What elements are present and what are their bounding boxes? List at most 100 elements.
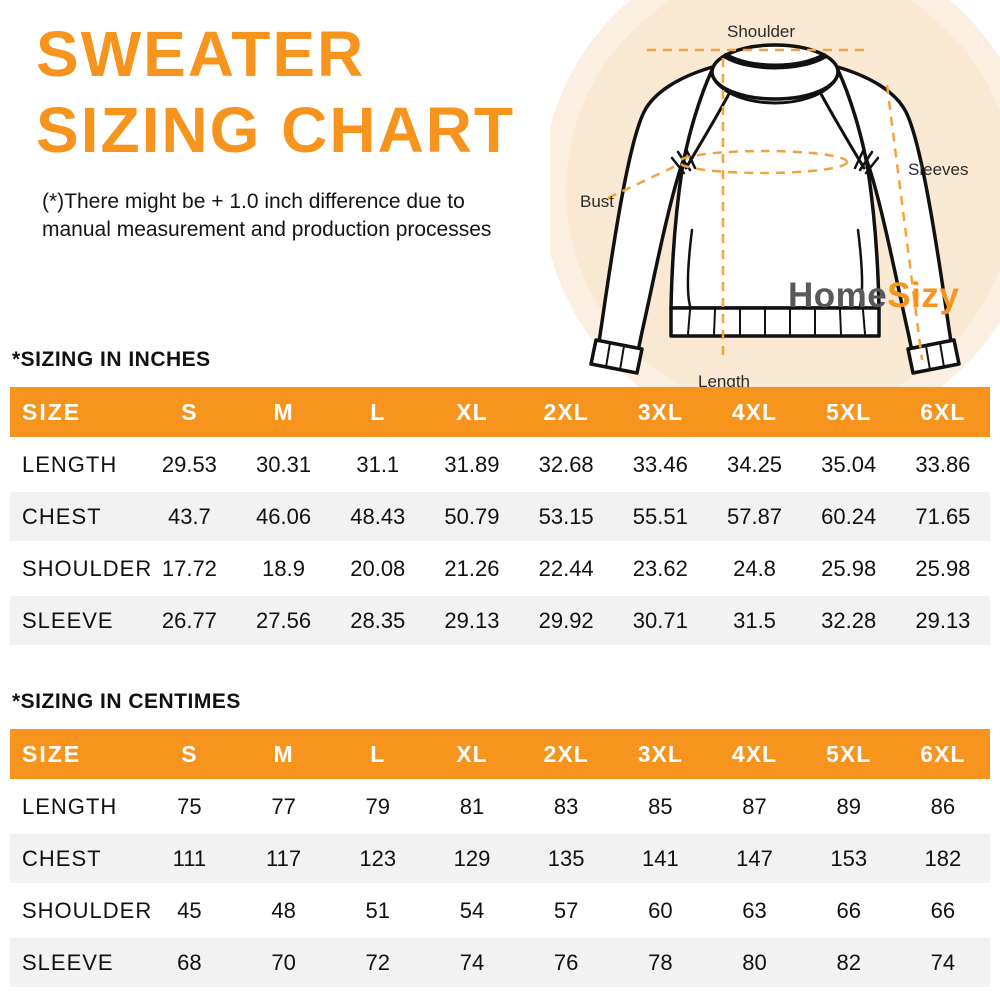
measurement-note: (*)There might be + 1.0 inch difference … — [42, 188, 491, 244]
logo-part-home: Home — [788, 276, 888, 315]
bust-pointer-line — [607, 162, 681, 200]
table-row: CHEST 43.7 46.06 48.43 50.79 53.15 55.51… — [10, 492, 990, 541]
size-value: 51 — [330, 886, 425, 935]
size-value: 111 — [142, 834, 237, 883]
size-value: 30.71 — [613, 596, 708, 645]
shoulder-label: Shoulder — [727, 22, 796, 41]
sizing-centimes-section: *SIZING IN CENTIMES SIZE S M L XL 2XL 3X… — [10, 690, 990, 990]
size-value: 83 — [519, 782, 614, 831]
sweater-diagram: Shoulder Sleeves Bust Length HomeSizy — [550, 0, 1000, 395]
size-value: 33.86 — [895, 440, 990, 489]
column-header: XL — [424, 729, 520, 779]
size-value: 72 — [330, 938, 425, 987]
size-value: 45 — [142, 886, 237, 935]
size-value: 74 — [895, 938, 990, 987]
size-value: 30.31 — [236, 440, 331, 489]
centimes-table: SIZE S M L XL 2XL 3XL 4XL 5XL 6XL LENGTH… — [10, 726, 990, 990]
size-value: 28.35 — [330, 596, 425, 645]
size-value: 82 — [801, 938, 896, 987]
size-value: 43.7 — [142, 492, 237, 541]
row-label: SLEEVE — [10, 938, 143, 987]
size-value: 68 — [142, 938, 237, 987]
size-value: 35.04 — [801, 440, 896, 489]
size-value: 26.77 — [142, 596, 237, 645]
sleeves-measure-line — [885, 84, 924, 361]
size-value: 33.46 — [613, 440, 708, 489]
title-line-1: SWEATER — [36, 18, 366, 90]
size-value: 66 — [895, 886, 990, 935]
section-title-inches: *SIZING IN INCHES — [12, 348, 211, 371]
size-value: 48.43 — [330, 492, 425, 541]
size-value: 29.92 — [519, 596, 614, 645]
sweater-illustration — [550, 0, 1000, 395]
row-label: LENGTH — [10, 782, 143, 831]
column-header: M — [236, 729, 331, 779]
table-row: SLEEVE 68 70 72 74 76 78 80 82 74 — [10, 938, 990, 987]
size-value: 87 — [707, 782, 802, 831]
size-value: 54 — [424, 886, 520, 935]
table-header-row: SIZE S M L XL 2XL 3XL 4XL 5XL 6XL — [10, 387, 990, 437]
column-header: 3XL — [613, 387, 708, 437]
row-label: SLEEVE — [10, 596, 143, 645]
size-value: 32.28 — [801, 596, 896, 645]
size-value: 24.8 — [707, 544, 802, 593]
sizing-inches-section: *SIZING IN INCHES SIZE S M L XL 2XL 3XL … — [10, 348, 990, 648]
column-header: 5XL — [801, 387, 896, 437]
size-value: 85 — [613, 782, 708, 831]
size-value: 34.25 — [707, 440, 802, 489]
length-label: Length — [698, 372, 750, 391]
section-title-centimes: *SIZING IN CENTIMES — [12, 690, 241, 713]
size-value: 20.08 — [330, 544, 425, 593]
size-value: 60 — [613, 886, 708, 935]
size-value: 141 — [613, 834, 708, 883]
size-value: 117 — [236, 834, 331, 883]
size-value: 80 — [707, 938, 802, 987]
size-value: 57.87 — [707, 492, 802, 541]
title-line-2: SIZING CHART — [36, 94, 516, 166]
size-value: 81 — [424, 782, 520, 831]
bust-label: Bust — [580, 192, 615, 211]
column-header: L — [330, 729, 425, 779]
size-value: 74 — [424, 938, 520, 987]
column-header: 3XL — [613, 729, 708, 779]
row-label: CHEST — [10, 492, 143, 541]
size-value: 31.1 — [330, 440, 425, 489]
column-header: M — [236, 387, 331, 437]
size-value: 18.9 — [236, 544, 331, 593]
sleeves-label: Sleeves — [908, 160, 969, 179]
size-value: 79 — [330, 782, 425, 831]
size-value: 66 — [801, 886, 896, 935]
note-line-2: manual measurement and production proces… — [42, 218, 492, 241]
column-header: 2XL — [519, 387, 614, 437]
size-value: 76 — [519, 938, 614, 987]
homesizy-logo: HomeSizy — [788, 276, 959, 316]
table-row: SHOULDER 17.72 18.9 20.08 21.26 22.44 23… — [10, 544, 990, 593]
column-header: 4XL — [707, 729, 802, 779]
size-value: 46.06 — [236, 492, 331, 541]
size-value: 71.65 — [895, 492, 990, 541]
size-value: 60.24 — [801, 492, 896, 541]
size-value: 32.68 — [519, 440, 614, 489]
size-value: 55.51 — [613, 492, 708, 541]
row-label: SHOULDER — [10, 544, 151, 593]
table-row: LENGTH 29.53 30.31 31.1 31.89 32.68 33.4… — [10, 440, 990, 489]
column-header: 5XL — [801, 729, 896, 779]
column-header: 4XL — [707, 387, 802, 437]
logo-part-sizy: Sizy — [887, 276, 960, 315]
table-row: LENGTH 75 77 79 81 83 85 87 89 86 — [10, 782, 990, 831]
note-line-1: (*)There might be + 1.0 inch difference … — [42, 190, 465, 213]
size-value: 70 — [236, 938, 331, 987]
row-label: CHEST — [10, 834, 143, 883]
size-value: 31.89 — [424, 440, 520, 489]
table-row: CHEST 111 117 123 129 135 141 147 153 18… — [10, 834, 990, 883]
column-header: 6XL — [895, 387, 990, 437]
table-row: SLEEVE 26.77 27.56 28.35 29.13 29.92 30.… — [10, 596, 990, 645]
size-value: 182 — [895, 834, 990, 883]
column-header: SIZE — [10, 729, 143, 779]
size-value: 50.79 — [424, 492, 520, 541]
size-value: 153 — [801, 834, 896, 883]
column-header: SIZE — [10, 387, 143, 437]
size-value: 21.26 — [424, 544, 520, 593]
size-value: 135 — [519, 834, 614, 883]
